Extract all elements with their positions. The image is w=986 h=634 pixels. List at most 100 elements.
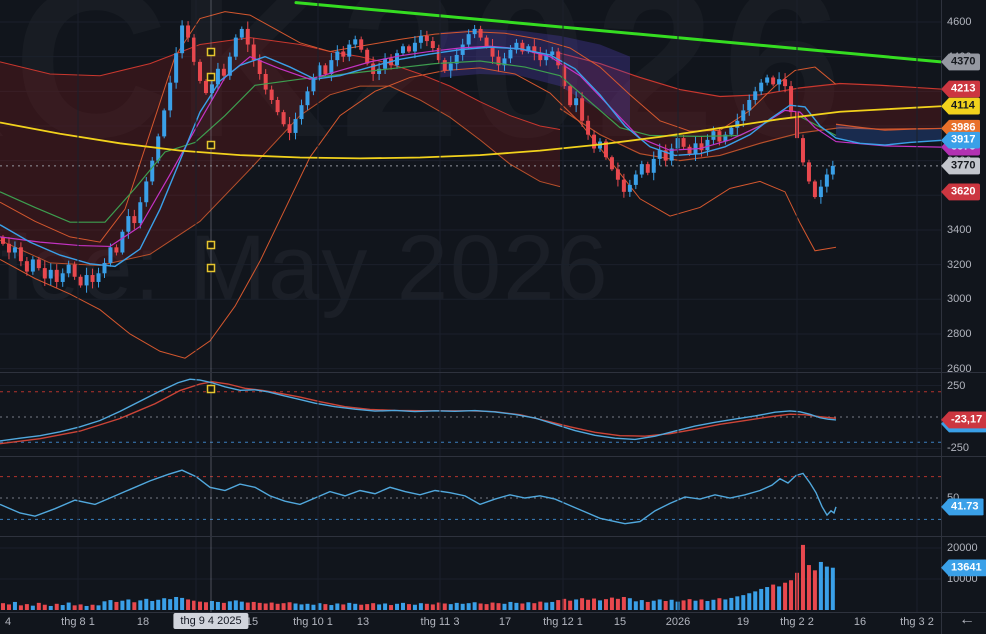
candle-body [532, 46, 537, 54]
candle-body [657, 150, 662, 159]
volume-bar [30, 605, 35, 610]
volume-bar [693, 600, 698, 610]
candle-body [406, 46, 411, 52]
candle-body [317, 65, 322, 78]
candle-body [263, 73, 268, 90]
candle-body [203, 80, 208, 94]
volume-bar [48, 605, 53, 610]
trendline [294, 1, 941, 64]
candle-body [412, 42, 417, 52]
yellow-ma-line [0, 105, 941, 160]
volume-bar [400, 602, 405, 610]
candle-body [311, 77, 316, 92]
candle-body [705, 139, 710, 151]
candle-body [1, 236, 5, 244]
volume-bar [818, 561, 823, 610]
candle-body [759, 82, 764, 92]
main-panel [0, 1, 941, 370]
volume-bar [102, 601, 107, 610]
candle-body [239, 28, 244, 38]
volume-bar [806, 565, 811, 610]
candle-body [257, 60, 262, 74]
volume-bar [335, 603, 340, 610]
rsi-line [0, 469, 837, 525]
volume-bar [645, 601, 650, 610]
candle-body [90, 275, 95, 282]
volume-bar [42, 604, 47, 610]
volume-bar [323, 604, 328, 610]
volume-bar [777, 586, 782, 610]
volume-bar [759, 588, 764, 610]
watermark-description: Coffee: May 2026 [0, 217, 610, 319]
volume-bar [365, 604, 370, 610]
volume-bar [341, 604, 346, 610]
volume-bar [669, 599, 674, 610]
volume-bar [550, 601, 555, 610]
candle-body [60, 273, 65, 282]
scroll-to-realtime-button[interactable]: ← [959, 611, 975, 628]
candle-body [448, 63, 453, 71]
candle-body [335, 51, 340, 61]
candle-body [466, 34, 471, 45]
volume-bar [251, 601, 256, 610]
candle-body [729, 127, 734, 135]
projected-upper-line [835, 123, 941, 131]
blue-ma-line [0, 46, 941, 268]
volume-bar [192, 600, 197, 610]
candle-body [245, 28, 250, 45]
volume-bar [562, 598, 567, 610]
candle-body [138, 202, 143, 224]
volume-bar [657, 599, 662, 610]
volume-bar [329, 605, 334, 610]
candle-body [824, 174, 829, 187]
volume-bar [203, 602, 208, 610]
candle-body [699, 143, 704, 151]
candle-body [341, 51, 346, 57]
volume-bar [663, 601, 668, 610]
osc-main-line [0, 378, 837, 442]
candle-body [639, 164, 644, 175]
volume-bar [830, 567, 835, 610]
volume-bar [150, 601, 155, 610]
candle-body [371, 63, 376, 74]
volume-bar [66, 602, 71, 610]
candle-body [442, 60, 447, 71]
volume-bar [717, 598, 722, 610]
volume-bar [448, 604, 453, 610]
candle-body [48, 269, 53, 279]
volume-bar [347, 602, 352, 610]
volume-bar [174, 596, 179, 610]
candle-body [78, 276, 83, 286]
volume-bar [221, 602, 226, 610]
anchor-square [206, 72, 216, 82]
volume-bar [1, 603, 5, 610]
volume-bar [454, 602, 459, 610]
magenta-ma-line [0, 45, 941, 248]
volume-bar [233, 600, 238, 610]
candle-body [574, 98, 579, 106]
volume-bar [257, 602, 262, 610]
candle-body [287, 124, 292, 133]
volume-bar [747, 593, 752, 610]
candle-body [168, 82, 173, 111]
volume-bar [114, 601, 119, 610]
volume-bar [783, 582, 788, 610]
volume-bar [627, 598, 632, 610]
candle-body [198, 61, 203, 81]
volume-bar [108, 600, 113, 610]
volume-bar [496, 603, 501, 610]
volume-bar [436, 602, 441, 610]
volume-bar [275, 603, 280, 610]
candle-body [580, 98, 585, 121]
volume-bar [812, 570, 817, 610]
candle-body [144, 181, 149, 203]
volume-bar [586, 599, 591, 610]
volume-bar [699, 599, 704, 610]
candle-body [615, 169, 620, 180]
candle-body [490, 46, 495, 57]
volume-bar [598, 600, 602, 610]
volume-bar [72, 605, 77, 610]
volume-bar [305, 603, 310, 610]
